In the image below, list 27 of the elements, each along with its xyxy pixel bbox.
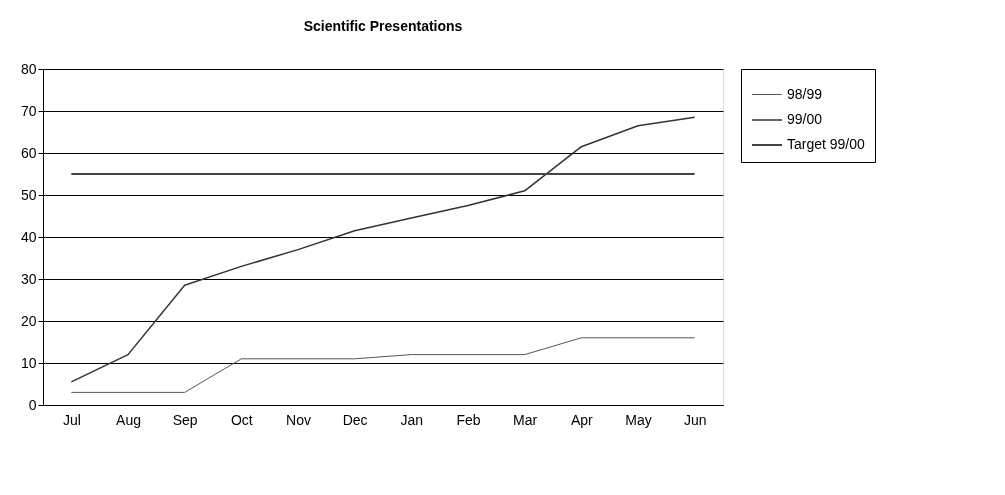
x-tick-label: Nov bbox=[286, 411, 311, 428]
x-tick-label: Apr bbox=[570, 411, 594, 428]
y-tick-label: 70 bbox=[20, 102, 37, 119]
y-tick-label: 50 bbox=[20, 186, 37, 203]
line-series bbox=[70, 116, 696, 383]
x-tick-label: Jan bbox=[400, 411, 424, 428]
x-tick-label: Jul bbox=[62, 411, 81, 428]
x-tick-label: Jun bbox=[683, 411, 707, 428]
y-tick-label: 10 bbox=[20, 354, 37, 371]
x-tick-label: Aug bbox=[116, 411, 141, 428]
x-tick-label: Feb bbox=[456, 411, 481, 428]
y-tick-label: 20 bbox=[20, 312, 37, 329]
x-tick-label: Sep bbox=[172, 411, 198, 428]
legend-label: 99/00 bbox=[787, 111, 823, 127]
y-tick-label: 0 bbox=[28, 396, 37, 413]
chart-title: Scientific Presentations bbox=[303, 18, 463, 34]
y-tick-label: 40 bbox=[20, 228, 37, 245]
legend-label: Target 99/00 bbox=[787, 136, 866, 152]
x-tick-label: May bbox=[625, 411, 652, 428]
y-tick-label: 30 bbox=[20, 270, 37, 287]
line-series bbox=[70, 337, 696, 393]
x-tick-label: Mar bbox=[513, 411, 538, 428]
legend-label: 98/99 bbox=[787, 85, 823, 102]
y-tick-label: 60 bbox=[20, 144, 37, 161]
x-tick-label: Dec bbox=[342, 411, 368, 428]
y-tick-label: 80 bbox=[20, 60, 37, 77]
x-tick-label: Oct bbox=[230, 411, 253, 428]
